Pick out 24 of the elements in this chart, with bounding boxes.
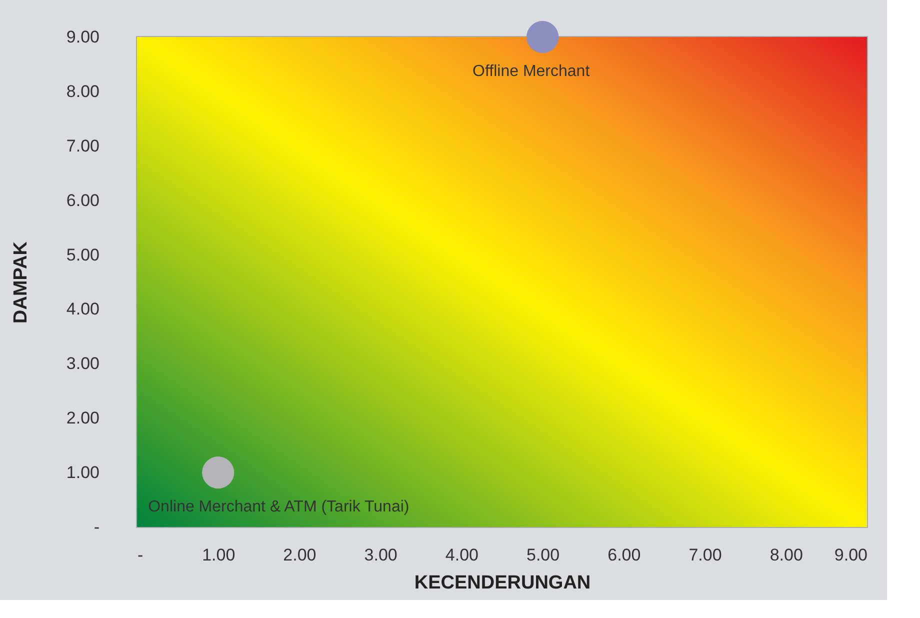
- x-tick-label: 3.00: [364, 546, 398, 564]
- y-tick-label: 9.00: [66, 28, 100, 46]
- x-tick-label: -: [138, 546, 144, 564]
- x-tick-label: 2.00: [283, 546, 316, 564]
- y-tick-label: 8.00: [66, 82, 100, 101]
- annotation: Online Merchant & ATM (Tarik Tunai): [148, 498, 410, 516]
- y-tick-label: 7.00: [66, 136, 100, 156]
- x-tick-label: 4.00: [445, 546, 478, 564]
- y-axis-title: DAMPAK: [10, 241, 32, 324]
- x-axis-title: KECENDERUNGAN: [414, 572, 591, 594]
- annotation: Offline Merchant: [472, 63, 590, 80]
- y-tick-label: 2.00: [66, 408, 100, 428]
- y-tick-label: 5.00: [66, 245, 100, 264]
- x-tick-label: 9.00: [834, 546, 868, 564]
- y-tick-label: -: [94, 518, 100, 536]
- x-tick-label: 8.00: [770, 546, 803, 564]
- x-tick-label: 6.00: [608, 546, 641, 564]
- y-tick-label: 4.00: [66, 300, 100, 319]
- x-tick-label: 5.00: [526, 546, 560, 564]
- x-tick-label: 7.00: [688, 546, 722, 564]
- x-tick-label: 1.00: [202, 546, 236, 564]
- y-tick-label: 3.00: [66, 354, 100, 374]
- y-tick-label: 6.00: [66, 190, 100, 210]
- y-tick-label: 1.00: [66, 463, 100, 482]
